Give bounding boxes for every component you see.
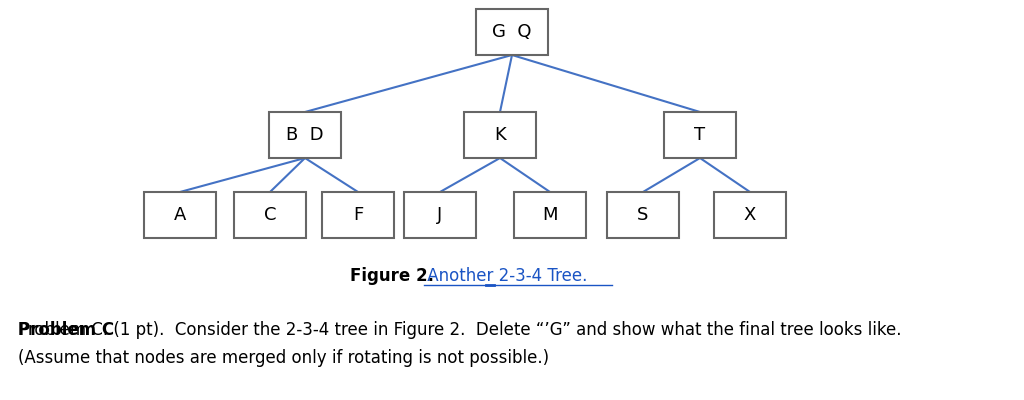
Text: S: S — [637, 206, 648, 224]
FancyBboxPatch shape — [269, 112, 341, 158]
FancyBboxPatch shape — [234, 192, 306, 238]
Text: J: J — [437, 206, 442, 224]
FancyBboxPatch shape — [607, 192, 679, 238]
Text: B  D: B D — [286, 126, 324, 144]
Text: Figure 2.: Figure 2. — [350, 267, 434, 285]
Text: X: X — [743, 206, 756, 224]
Text: K: K — [495, 126, 506, 144]
Text: Problem C. (1 pt).  Consider the 2-3-4 tree in Figure 2.  Delete “’G” and show w: Problem C. (1 pt). Consider the 2-3-4 tr… — [18, 321, 901, 339]
Text: M: M — [543, 206, 558, 224]
Text: Another 2-3-4 Tree.: Another 2-3-4 Tree. — [422, 267, 588, 285]
Text: (Assume that nodes are merged only if rotating is not possible.): (Assume that nodes are merged only if ro… — [18, 349, 549, 367]
FancyBboxPatch shape — [664, 112, 736, 158]
FancyBboxPatch shape — [322, 192, 394, 238]
FancyBboxPatch shape — [464, 112, 536, 158]
FancyBboxPatch shape — [476, 9, 548, 55]
Text: C: C — [264, 206, 276, 224]
Text: A: A — [174, 206, 186, 224]
FancyBboxPatch shape — [514, 192, 586, 238]
Text: Problem C: Problem C — [18, 321, 114, 339]
Text: F: F — [353, 206, 364, 224]
Text: T: T — [694, 126, 706, 144]
Text: G  Q: G Q — [493, 23, 531, 41]
FancyBboxPatch shape — [404, 192, 476, 238]
FancyBboxPatch shape — [714, 192, 786, 238]
FancyBboxPatch shape — [144, 192, 216, 238]
